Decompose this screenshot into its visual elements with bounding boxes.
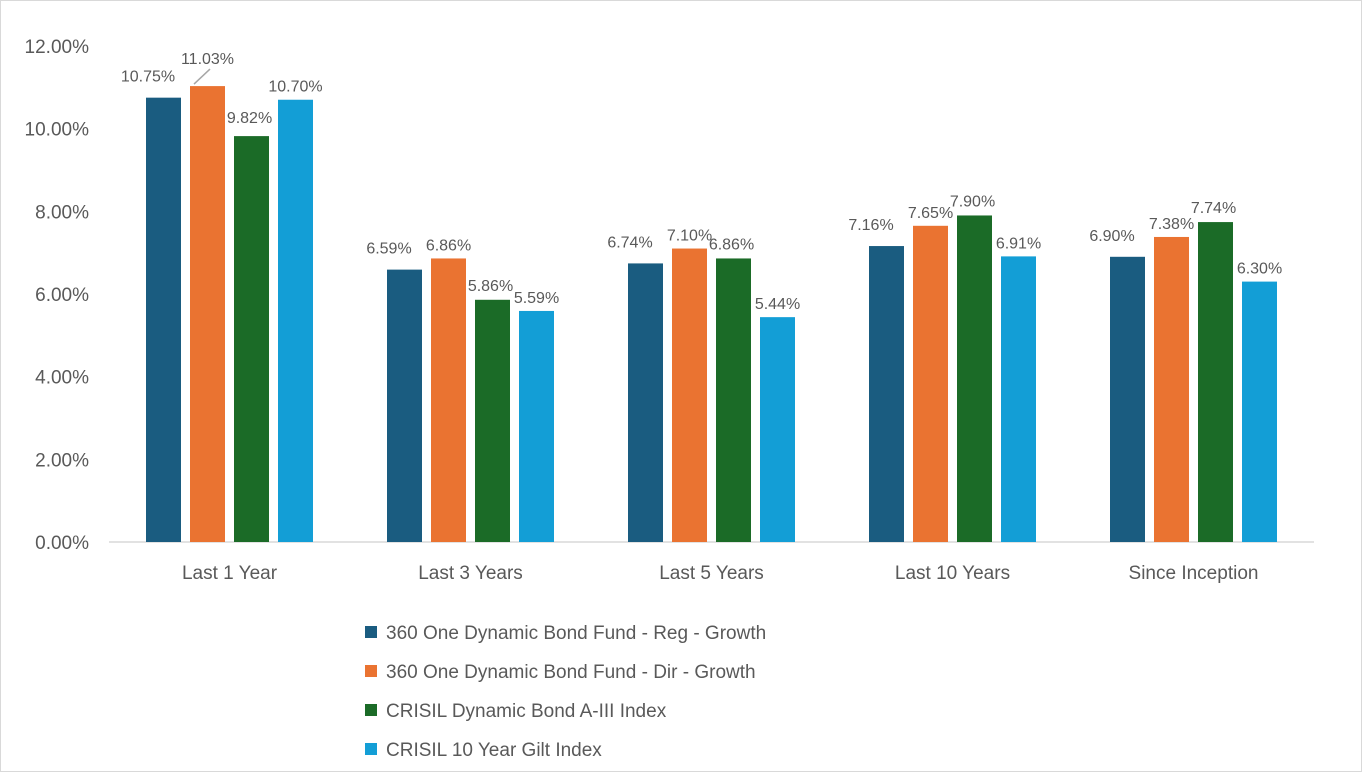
bar <box>672 248 707 543</box>
bar <box>913 225 948 543</box>
data-label: 7.10% <box>667 228 712 245</box>
legend-label: 360 One Dynamic Bond Fund - Reg - Growth <box>386 623 766 644</box>
bar <box>1110 256 1145 542</box>
legend-label: CRISIL Dynamic Bond A-III Index <box>386 701 667 722</box>
legend-swatch <box>365 743 377 755</box>
bar <box>1154 236 1189 542</box>
category-label: Since Inception <box>1129 563 1259 584</box>
data-label: 6.90% <box>1089 228 1134 245</box>
data-label: 7.65% <box>908 205 953 222</box>
data-label: 10.75% <box>121 69 175 86</box>
bar <box>1242 281 1277 542</box>
y-tick-label: 6.00% <box>35 285 89 306</box>
y-tick-label: 2.00% <box>35 450 89 471</box>
data-label: 11.03% <box>181 51 234 68</box>
bar <box>716 258 751 542</box>
category-label: Last 10 Years <box>895 563 1010 584</box>
category-label: Last 5 Years <box>659 563 764 584</box>
data-label: 7.38% <box>1149 216 1194 233</box>
data-label: 6.91% <box>996 235 1041 252</box>
data-label: 6.30% <box>1237 261 1282 278</box>
category-label: Last 3 Years <box>418 563 523 584</box>
legend-label: CRISIL 10 Year Gilt Index <box>386 740 602 761</box>
data-label: 6.59% <box>366 241 411 258</box>
data-label: 5.86% <box>468 278 513 295</box>
bar <box>278 99 313 542</box>
data-label: 6.74% <box>607 234 652 251</box>
legend-label: 360 One Dynamic Bond Fund - Dir - Growth <box>386 662 756 683</box>
data-label: 5.59% <box>514 290 559 307</box>
category-label: Last 1 Year <box>182 563 278 584</box>
data-label: 9.82% <box>227 110 272 127</box>
bar <box>146 97 181 543</box>
bar <box>760 317 795 542</box>
bar <box>1198 222 1233 542</box>
bar <box>519 310 554 542</box>
y-tick-label: 12.00% <box>25 37 90 58</box>
data-label: 5.44% <box>755 296 800 313</box>
data-label: 6.86% <box>426 237 471 254</box>
bar <box>387 269 422 542</box>
y-tick-label: 0.00% <box>35 533 89 554</box>
data-label: 7.90% <box>950 193 995 210</box>
bar <box>957 215 992 542</box>
legend-swatch <box>365 704 377 716</box>
bar <box>1001 256 1036 542</box>
legend-swatch <box>365 626 377 638</box>
y-tick-label: 10.00% <box>25 120 90 141</box>
y-tick-label: 8.00% <box>35 202 89 223</box>
bar <box>869 246 904 542</box>
legend-swatch <box>365 665 377 677</box>
bar <box>628 263 663 542</box>
y-tick-label: 4.00% <box>35 368 89 389</box>
data-label: 7.16% <box>848 217 893 234</box>
data-label: 7.74% <box>1191 200 1236 217</box>
bar <box>431 258 466 542</box>
data-label: 6.86% <box>709 236 754 253</box>
bar <box>475 299 510 542</box>
bar <box>234 136 269 542</box>
bar <box>190 86 225 543</box>
data-label: 10.70% <box>268 79 322 96</box>
data-label-leader-line <box>193 68 211 85</box>
